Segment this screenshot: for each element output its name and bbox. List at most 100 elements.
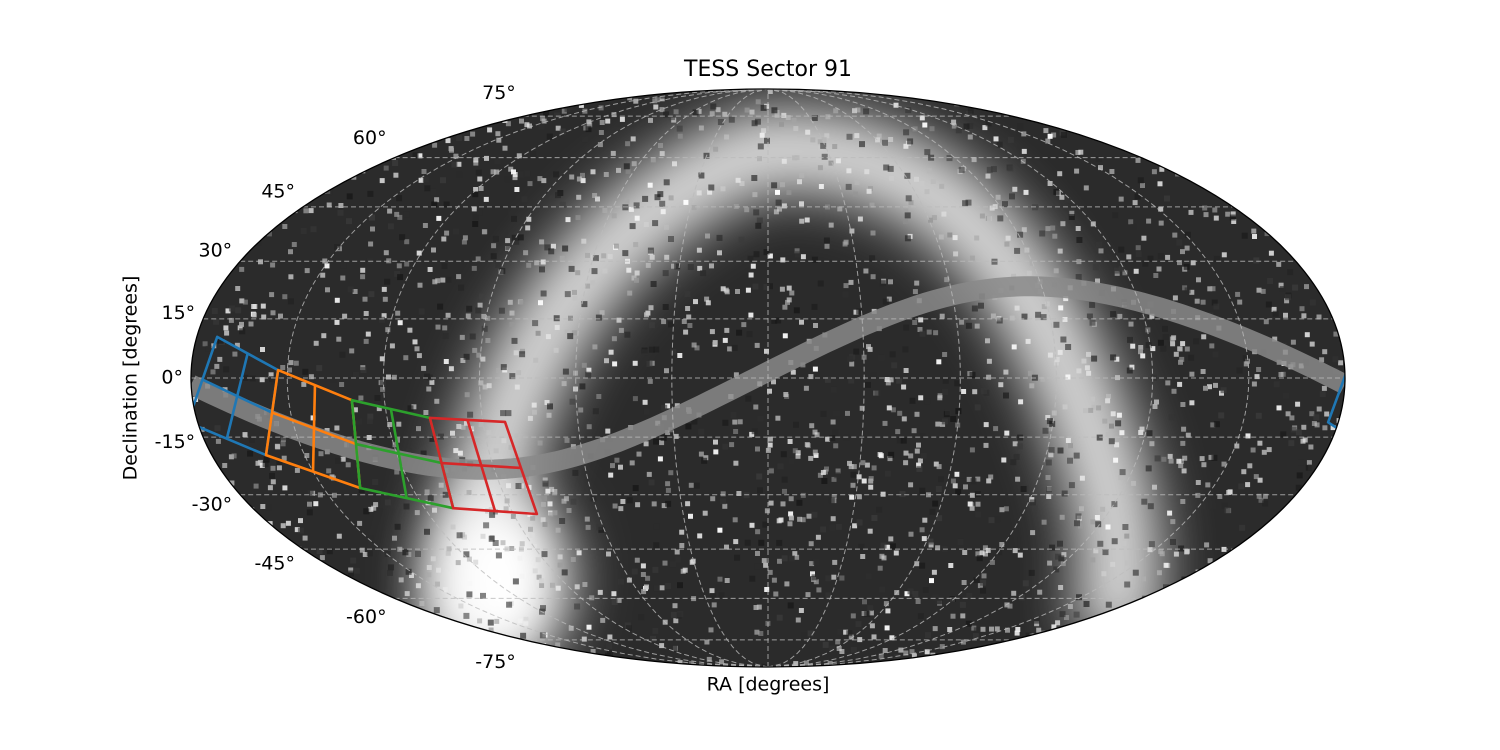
- sky-pixel: [793, 126, 799, 132]
- sky-pixel: [397, 645, 403, 651]
- sky-pixel: [519, 573, 525, 579]
- sky-pixel: [1319, 553, 1325, 559]
- sky-pixel: [966, 110, 973, 117]
- sky-pixel: [1327, 628, 1334, 634]
- sky-pixel: [828, 497, 835, 504]
- sky-pixel: [1083, 408, 1088, 414]
- y-tick-label: 45°: [261, 181, 295, 203]
- sky-pixel: [211, 308, 218, 314]
- sky-pixel: [1137, 177, 1144, 184]
- sky-pixel: [1199, 456, 1205, 462]
- sky-pixel: [592, 193, 598, 198]
- sky-pixel: [1110, 354, 1117, 361]
- sky-pixel: [544, 400, 550, 405]
- sky-pixel: [295, 92, 300, 98]
- sky-pixel: [476, 352, 482, 358]
- grid-line: [671, 89, 769, 667]
- sky-pixel: [1233, 157, 1239, 163]
- sky-pixel: [1067, 457, 1073, 464]
- sky-pixel: [265, 628, 271, 634]
- y-tick-label: -60°: [346, 606, 387, 628]
- sky-pixel: [1283, 312, 1288, 318]
- sky-pixel: [369, 214, 375, 221]
- y-tick-label: -15°: [155, 431, 196, 453]
- sky-pixel: [315, 589, 321, 595]
- sky-pixel: [475, 256, 481, 262]
- sky-pixel: [866, 344, 871, 350]
- sky-pixel: [918, 395, 924, 401]
- sky-pixel: [191, 595, 197, 601]
- sky-pixel: [939, 183, 945, 189]
- sky-pixel: [519, 351, 526, 358]
- sky-pixel: [1180, 499, 1186, 504]
- y-tick-label: -45°: [254, 552, 295, 574]
- sky-pixel: [1173, 351, 1179, 357]
- sky-pixel: [974, 404, 981, 411]
- sky-pixel: [781, 203, 787, 209]
- sky-pixel: [360, 367, 367, 374]
- sky-pixel: [326, 108, 332, 115]
- sky-pixel: [1140, 353, 1146, 359]
- sky-pixel: [747, 255, 754, 262]
- sky-pixel: [1315, 157, 1322, 164]
- sky-pixel: [759, 132, 765, 138]
- sky-pixel: [979, 213, 985, 219]
- sky-pixel: [1210, 619, 1215, 624]
- sky-pixel: [532, 320, 539, 327]
- sky-pixel: [942, 377, 949, 384]
- sky-pixel: [1138, 349, 1143, 355]
- sky-pixel: [804, 442, 810, 448]
- sky-pixel: [924, 91, 930, 97]
- sky-pixel: [1252, 234, 1257, 239]
- sky-pixel: [387, 564, 394, 571]
- sky-pixel: [1241, 179, 1248, 186]
- sky-pixel: [368, 535, 375, 541]
- sky-pixel: [685, 423, 692, 430]
- sky-pixel: [549, 195, 556, 202]
- sky-pixel: [1183, 137, 1190, 144]
- sky-pixel: [416, 250, 422, 256]
- sky-pixel: [464, 136, 470, 141]
- sky-pixel: [1171, 388, 1177, 394]
- sky-pixel: [370, 226, 375, 232]
- sky-pixel: [754, 342, 760, 348]
- sky-pixel: [218, 579, 224, 584]
- sky-pixel: [905, 107, 912, 114]
- sky-pixel: [403, 211, 410, 218]
- sky-pixel: [502, 145, 508, 151]
- sky-pixel: [438, 482, 444, 488]
- sky-pixel: [1040, 376, 1046, 382]
- sky-pixel: [415, 551, 421, 557]
- sky-pixel: [1160, 345, 1167, 352]
- sky-pixel: [936, 515, 943, 522]
- sky-pixel: [520, 632, 527, 639]
- sky-pixel: [247, 615, 253, 622]
- sky-pixel: [1257, 477, 1263, 483]
- sky-pixel: [595, 314, 602, 321]
- sky-pixel: [751, 120, 758, 127]
- sky-pixel: [663, 179, 670, 186]
- sky-pixel: [997, 215, 1004, 222]
- sky-pixel: [540, 116, 546, 122]
- sky-pixel: [366, 418, 373, 424]
- sky-pixel: [1045, 475, 1051, 480]
- sky-pixel: [716, 234, 723, 241]
- sky-pixel: [1041, 519, 1047, 525]
- sky-pixel: [1055, 620, 1061, 626]
- sky-pixel: [1085, 104, 1092, 111]
- sky-pixel: [394, 211, 400, 217]
- sky-pixel: [779, 121, 784, 127]
- sky-pixel: [426, 565, 432, 570]
- sky-pixel: [952, 483, 958, 489]
- sky-pixel: [1135, 251, 1142, 258]
- sky-pixel: [626, 497, 633, 504]
- sky-pixel: [424, 185, 431, 192]
- sky-pixel: [234, 342, 240, 348]
- sky-pixel: [199, 269, 205, 275]
- sky-pixel: [821, 137, 827, 143]
- sky-pixel: [539, 90, 545, 96]
- sky-pixel: [1306, 195, 1313, 202]
- sky-pixel: [1037, 589, 1043, 595]
- sky-pixel: [727, 346, 733, 352]
- sky-pixel: [986, 478, 992, 484]
